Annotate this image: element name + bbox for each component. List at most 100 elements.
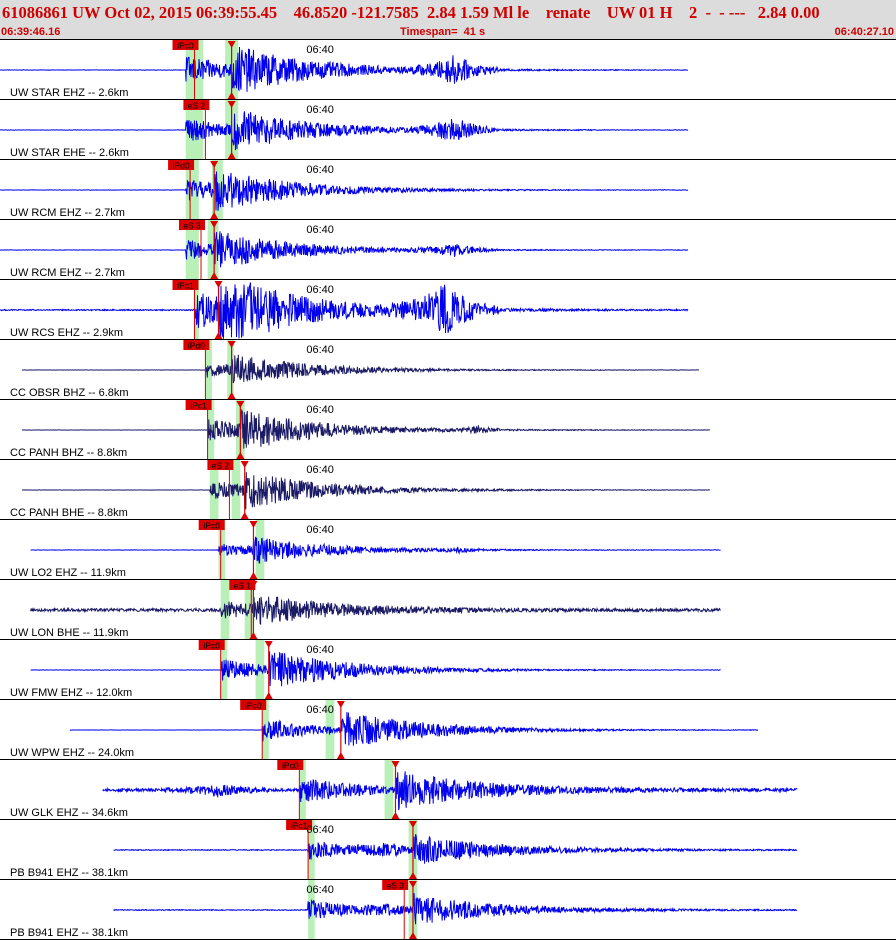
waveform-trace bbox=[113, 893, 798, 925]
pick-window bbox=[231, 460, 241, 520]
channel-label: UW RCM EHZ -- 2.7km bbox=[10, 267, 125, 279]
minute-time-label: 06:40 bbox=[306, 884, 334, 896]
channel-label: UW STAR EHZ -- 2.6km bbox=[10, 87, 128, 99]
pick-label: eS 3 bbox=[386, 881, 404, 891]
trace-row: iPc0 UW GLK EHZ -- 34.6km bbox=[0, 760, 896, 820]
s-arrival-marker-bottom bbox=[391, 812, 400, 819]
minute-time-label: 06:40 bbox=[306, 644, 334, 656]
window-end-time: 06:40:27.10 bbox=[834, 26, 894, 38]
pick-label-box bbox=[168, 160, 195, 170]
minute-time-label: 06:40 bbox=[306, 164, 334, 176]
s-arrival-marker-bottom bbox=[210, 272, 219, 279]
waveform-trace bbox=[21, 472, 710, 510]
minute-time-label: 06:40 bbox=[306, 344, 334, 356]
trace-row: eS 3 06:40 UW RCM EHZ -- 2.7km bbox=[0, 220, 896, 280]
s-arrival-marker-bottom bbox=[227, 392, 236, 399]
s-arrival-marker-top bbox=[336, 701, 345, 708]
waveform-trace bbox=[113, 834, 798, 864]
minute-time-label: 06:40 bbox=[306, 704, 334, 716]
trace-row: iPd0 06:40 CC OBSR BHZ -- 6.8km bbox=[0, 340, 896, 400]
s-arrival-marker-bottom bbox=[408, 872, 417, 879]
trace-row: iPc0 06:40 UW STAR EHZ -- 2.6km bbox=[0, 40, 896, 100]
trace-row: iPd0 06:40 UW RCM EHZ -- 2.7km bbox=[0, 160, 896, 220]
pick-label: iPc1 bbox=[177, 281, 194, 291]
pick-label-box bbox=[229, 580, 256, 590]
waveform-trace bbox=[102, 771, 798, 811]
pick-label-box bbox=[198, 520, 225, 530]
pick-label-box bbox=[286, 820, 313, 830]
trace-row: eS 3 06:40 PB B941 EHZ -- 38.1km bbox=[0, 880, 896, 940]
waveform-trace bbox=[0, 171, 689, 211]
minute-time-label: 06:40 bbox=[306, 404, 334, 416]
pick-label-box bbox=[183, 100, 210, 110]
waveform-trace bbox=[30, 596, 721, 626]
minute-time-label: 06:40 bbox=[306, 824, 334, 836]
trace-row: eS 2 06:40 CC PANH BHE -- 8.8km bbox=[0, 460, 896, 520]
channel-label: UW LO2 EHZ -- 11.9km bbox=[10, 567, 126, 579]
channel-label: UW WPW EHZ -- 24.0km bbox=[10, 747, 134, 759]
trace-row: iPc0 06:40 UW LO2 EHZ -- 11.9km bbox=[0, 520, 896, 580]
pick-label-box bbox=[277, 760, 304, 770]
s-arrival-marker-top bbox=[240, 461, 249, 468]
minute-time-label: 06:40 bbox=[306, 224, 334, 236]
s-arrival-marker-bottom bbox=[408, 932, 417, 939]
s-arrival-marker-bottom bbox=[236, 452, 245, 459]
pick-label-box bbox=[183, 340, 210, 350]
channel-label: UW RCM EHZ -- 2.7km bbox=[10, 207, 125, 219]
waveform-trace bbox=[0, 282, 689, 341]
s-arrival-marker-top bbox=[214, 281, 223, 288]
pick-label-box bbox=[198, 640, 225, 650]
s-arrival-marker-bottom bbox=[336, 752, 345, 759]
minute-time-label: 06:40 bbox=[306, 44, 334, 56]
s-arrival-marker-bottom bbox=[240, 512, 249, 519]
trace-row: iPc0 06:40 UW WPW EHZ -- 24.0km bbox=[0, 700, 896, 760]
minute-time-label: 06:40 bbox=[306, 284, 334, 296]
s-arrival-marker-top bbox=[249, 521, 258, 528]
s-arrival-marker-top bbox=[227, 341, 236, 348]
pick-label: eS 3 bbox=[183, 221, 201, 231]
pick-label: iPd0 bbox=[173, 161, 190, 171]
channel-label: CC OBSR BHZ -- 6.8km bbox=[10, 387, 129, 399]
channel-label: CC PANH BHE -- 8.8km bbox=[10, 507, 128, 519]
channel-label: UW STAR EHE -- 2.6km bbox=[10, 147, 129, 159]
trace-row: iPc0 06:40 UW FMW EHZ -- 12.0km bbox=[0, 640, 896, 700]
waveform-trace bbox=[30, 651, 721, 687]
pick-label: iPc0 bbox=[245, 701, 262, 711]
s-arrival-marker-top bbox=[227, 41, 236, 48]
s-arrival-marker-top bbox=[408, 881, 417, 888]
s-arrival-marker-top bbox=[236, 401, 245, 408]
waveform-trace bbox=[0, 111, 689, 151]
pick-label-box bbox=[185, 400, 212, 410]
waveform-trace bbox=[69, 712, 759, 746]
pick-label-box bbox=[207, 460, 234, 470]
pick-window bbox=[194, 280, 199, 340]
trace-row: eS 1 UW LON BHE -- 11.9km bbox=[0, 580, 896, 640]
pick-label: eS 1 bbox=[234, 581, 252, 591]
pick-label: iPd0 bbox=[188, 341, 205, 351]
channel-label: UW GLK EHZ -- 34.6km bbox=[10, 807, 128, 819]
pick-label: iPc0 bbox=[177, 41, 194, 51]
s-arrival-marker-top bbox=[227, 101, 236, 108]
s-arrival-marker-top bbox=[210, 161, 219, 168]
waveform-trace bbox=[0, 46, 689, 92]
pick-window bbox=[185, 220, 199, 280]
trace-row: eS 2 06:40 UW STAR EHE -- 2.6km bbox=[0, 100, 896, 160]
s-arrival-marker-top bbox=[408, 821, 417, 828]
waveform-trace bbox=[21, 354, 700, 384]
pick-label: eS 2 bbox=[188, 101, 206, 111]
s-arrival-marker-bottom bbox=[264, 692, 273, 699]
waveform-trace bbox=[0, 231, 689, 268]
s-arrival-marker-top bbox=[210, 221, 219, 228]
waveform-trace bbox=[21, 408, 711, 449]
pick-label: eS 2 bbox=[212, 461, 230, 471]
s-arrival-marker-bottom bbox=[249, 572, 258, 579]
trace-row: iPc1 06:40 UW RCS EHZ -- 2.9km bbox=[0, 280, 896, 341]
s-arrival-marker-bottom bbox=[227, 92, 236, 99]
header-bar: 61086861 UW Oct 02, 2015 06:39:55.45 46.… bbox=[0, 0, 896, 40]
pick-label-box bbox=[240, 700, 267, 710]
window-start-time: 06:39:46.16 bbox=[1, 26, 61, 38]
pick-label: iPc0 bbox=[282, 761, 299, 771]
waveform-trace bbox=[30, 536, 721, 564]
seismogram-plot: iPc0 06:40 UW STAR EHZ -- 2.6km eS 2 06:40 UW… bbox=[0, 40, 896, 940]
channel-label: PB B941 EHZ -- 38.1km bbox=[10, 867, 128, 879]
